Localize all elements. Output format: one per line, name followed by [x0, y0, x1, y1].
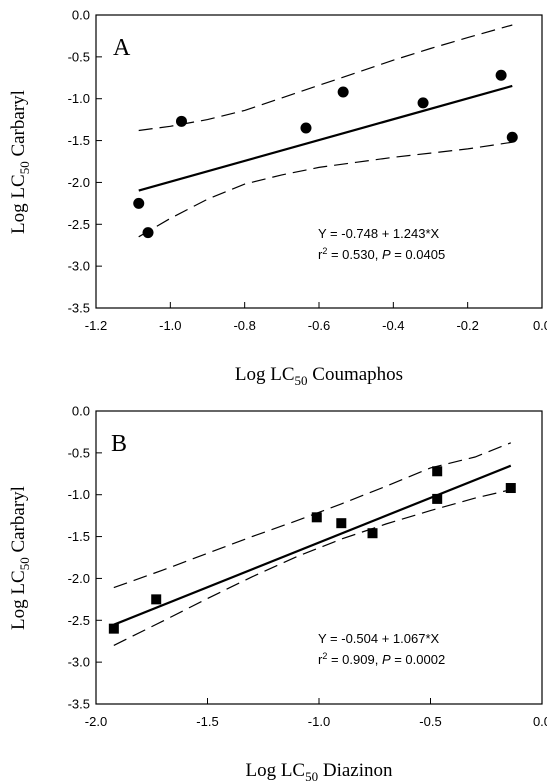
- data-point: [506, 131, 518, 143]
- data-points-b: [108, 466, 516, 634]
- confidence-bands-b: [113, 442, 512, 646]
- x-tick-label: 0.0: [533, 714, 547, 729]
- data-point: [108, 623, 119, 634]
- regression-line-a: [138, 84, 513, 192]
- data-point: [311, 512, 322, 523]
- r2-exponent-b: 2: [322, 651, 327, 661]
- panel-b: 0.0 -0.5 -1.0 -1.5 -2.0 -2.5 -3.0 -3.5 -2.0 -1.5…: [8, 404, 547, 784]
- y-tick-label: 0.0: [72, 8, 90, 23]
- y-tick-label: -1.0: [68, 91, 90, 106]
- y-tick-label: -2.5: [68, 613, 90, 628]
- x-axis-label-subscript-b: 50: [305, 769, 318, 784]
- confidence-bands-a: [138, 24, 513, 238]
- y-tick-label: -0.5: [68, 445, 90, 460]
- p-symbol-a: P: [382, 247, 391, 262]
- equation-b: Y = -0.504 + 1.067*X: [318, 631, 440, 646]
- stats-b: r2 = 0.909, P = 0.0002: [318, 651, 445, 667]
- p-value-b: = 0.0002: [391, 652, 446, 667]
- y-axis-label-prefix-a: Log LC: [8, 174, 29, 234]
- y-axis-label-suffix-a: Carbaryl: [8, 90, 29, 161]
- y-axis-label-subscript-a: 50: [17, 161, 32, 174]
- y-axis-label-a: Log LC50 Carbaryl: [8, 90, 32, 234]
- data-point: [495, 69, 507, 81]
- ci-lower-band-b: [113, 489, 511, 646]
- data-point: [432, 466, 443, 477]
- x-axis-label-suffix-b: Diazinon: [318, 760, 393, 781]
- y-tick-label: 0.0: [72, 404, 90, 419]
- x-axis-label-b: Log LC50 Diazinon: [245, 760, 393, 784]
- panel-a: 0.0 -0.5 -1.0 -1.5 -2.0 -2.5 -3.0 -3.5 -1.2 -1.0…: [8, 8, 547, 389]
- x-tick-label: -1.2: [85, 318, 107, 333]
- y-tick-label: -3.5: [68, 697, 90, 712]
- y-axis-label-b: Log LC50 Carbaryl: [8, 486, 32, 630]
- ci-upper-band-a: [138, 24, 513, 132]
- panel-label-b: B: [111, 431, 127, 457]
- y-ticks-a: 0.0 -0.5 -1.0 -1.5 -2.0 -2.5 -3.0 -3.5: [68, 8, 102, 316]
- y-tick-label: -3.5: [68, 301, 90, 316]
- y-ticks-b: 0.0 -0.5 -1.0 -1.5 -2.0 -2.5 -3.0 -3.5: [68, 404, 102, 712]
- y-tick-label: -3.0: [68, 259, 90, 274]
- x-tick-label: -2.0: [85, 714, 107, 729]
- data-point: [505, 483, 516, 494]
- data-point: [175, 115, 187, 127]
- x-ticks-a: -1.2 -1.0 -0.8 -0.6 -0.4 -0.2 0.0: [85, 302, 547, 333]
- x-tick-label: -1.5: [196, 714, 218, 729]
- panel-label-a: A: [113, 35, 131, 61]
- r2-exponent-a: 2: [322, 246, 327, 256]
- data-point: [300, 122, 312, 134]
- y-tick-label: -3.0: [68, 655, 90, 670]
- x-axis-label-prefix-b: Log LC: [245, 760, 305, 781]
- x-ticks-b: -2.0 -1.5 -1.0 -0.5 0.0: [85, 698, 547, 729]
- r2-symbol-a: r: [318, 247, 323, 262]
- data-point: [142, 227, 154, 239]
- x-axis-label-subscript-a: 50: [295, 373, 308, 388]
- data-point: [337, 86, 349, 98]
- y-tick-label: -1.0: [68, 487, 90, 502]
- data-point: [432, 493, 443, 504]
- x-tick-label: -0.5: [419, 714, 441, 729]
- x-axis-label-suffix-a: Coumaphos: [308, 364, 404, 385]
- ci-upper-band-b: [113, 442, 512, 589]
- data-point: [367, 528, 378, 539]
- r2-value-a: = 0.530,: [327, 247, 382, 262]
- y-tick-label: -0.5: [68, 49, 90, 64]
- stats-a: r2 = 0.530, P = 0.0405: [318, 246, 445, 262]
- data-point: [336, 518, 347, 529]
- y-tick-label: -2.5: [68, 217, 90, 232]
- y-tick-label: -2.0: [68, 571, 90, 586]
- p-value-a: = 0.0405: [391, 247, 446, 262]
- data-points-a: [133, 69, 518, 239]
- plot-frame-a: [95, 14, 543, 309]
- x-axis-label-a: Log LC50 Coumaphos: [235, 364, 403, 388]
- x-tick-label: -1.0: [308, 714, 330, 729]
- x-axis-label-prefix-a: Log LC: [235, 364, 295, 385]
- data-point: [417, 97, 429, 109]
- y-axis-label-prefix-b: Log LC: [8, 570, 29, 630]
- x-tick-label: 0.0: [533, 318, 547, 333]
- data-point: [133, 197, 145, 209]
- x-tick-label: -0.2: [456, 318, 478, 333]
- r2-symbol-b: r: [318, 652, 323, 667]
- x-tick-label: -0.8: [233, 318, 255, 333]
- data-point: [151, 594, 162, 605]
- x-tick-label: -1.0: [159, 318, 181, 333]
- x-tick-label: -0.6: [308, 318, 330, 333]
- y-tick-label: -1.5: [68, 133, 90, 148]
- y-tick-label: -1.5: [68, 529, 90, 544]
- y-axis-label-suffix-b: Carbaryl: [8, 486, 29, 557]
- ci-lower-band-a: [138, 141, 513, 238]
- equation-a: Y = -0.748 + 1.243*X: [318, 226, 440, 241]
- r2-value-b: = 0.909,: [327, 652, 382, 667]
- regression-line-b: [113, 464, 512, 626]
- y-axis-label-subscript-b: 50: [17, 557, 32, 570]
- y-tick-label: -2.0: [68, 175, 90, 190]
- x-tick-label: -0.4: [382, 318, 404, 333]
- p-symbol-b: P: [382, 652, 391, 667]
